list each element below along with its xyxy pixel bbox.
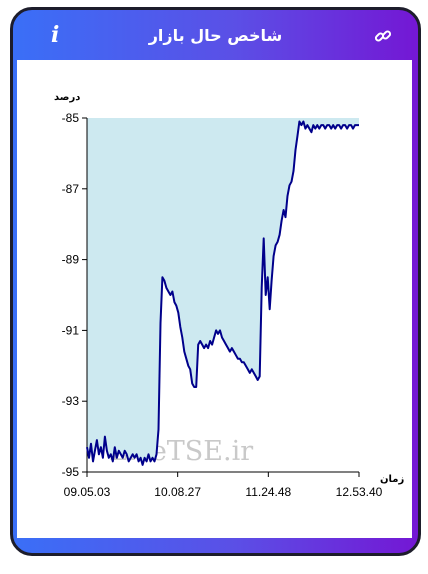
page-title: شاخص حال بازار: [148, 25, 283, 45]
x-axis-label: زمان: [380, 474, 404, 485]
x-tick-label: 11.24.48: [245, 485, 291, 499]
chart-panel: درصد زمان LiveTSE.ir -85 -87 -89 -91 -93 -95 0…: [17, 60, 412, 538]
x-tick-label: 12.53.40: [336, 485, 383, 499]
plot-area: -85 -87 -89 -91 -93 -95 09.05.03 10.08.27 11.24.…: [62, 111, 383, 499]
info-icon[interactable]: i: [51, 22, 60, 48]
y-tick-label: -87: [62, 182, 80, 196]
y-axis-label: درصد: [54, 92, 80, 103]
header-bar: i شاخص حال بازار: [13, 10, 418, 60]
link-icon[interactable]: [374, 27, 392, 45]
app-window: i شاخص حال بازار درصد زمان LiveTSE.ir -8…: [10, 7, 421, 556]
y-tick-label: -95: [62, 465, 80, 479]
market-index-chart: درصد زمان LiveTSE.ir -85-87-89-91-93-950…: [54, 92, 404, 499]
y-tick-label: -85: [62, 111, 80, 125]
x-tick-label: 09.05.03: [64, 485, 111, 499]
y-tick-label: -91: [62, 323, 80, 337]
y-tick-label: -89: [62, 253, 80, 267]
y-tick-label: -93: [62, 394, 80, 408]
x-tick-label: 10.08.27: [154, 485, 201, 499]
area-fill: [87, 118, 359, 465]
series-line: [86, 120, 359, 466]
